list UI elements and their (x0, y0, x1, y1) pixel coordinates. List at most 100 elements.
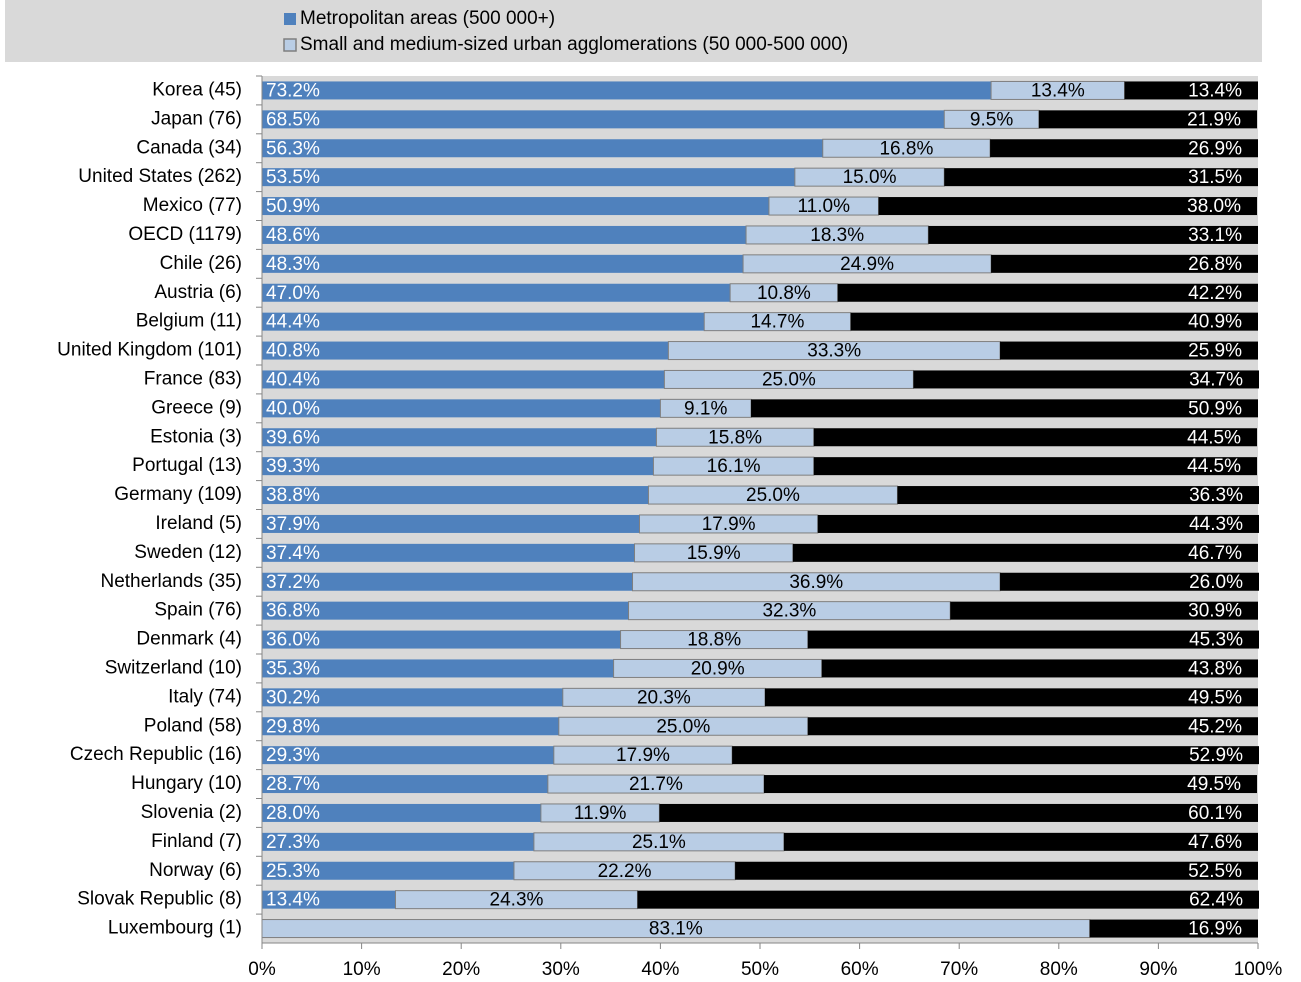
y-tick-label: Poland (58) (144, 715, 242, 736)
bar-segment (262, 659, 614, 678)
y-tick-label: Italy (74) (168, 686, 242, 707)
data-label: 37.9% (266, 514, 320, 535)
y-tick-label: Spain (76) (154, 600, 242, 621)
bar-segment (792, 543, 1258, 562)
y-tick-label: Luxembourg (1) (108, 918, 242, 939)
y-tick-label: Mexico (77) (143, 195, 242, 216)
data-label: 16.9% (1188, 919, 1242, 940)
data-label: 16.8% (879, 138, 933, 159)
data-label: 40.8% (266, 341, 320, 362)
bar-segment (262, 457, 654, 476)
bar-segment (821, 659, 1258, 678)
bar-segment (262, 486, 649, 505)
data-label: 34.7% (1189, 369, 1243, 390)
x-tick-label: 40% (641, 959, 679, 980)
bar-segment (262, 601, 629, 620)
data-label: 18.3% (810, 225, 864, 246)
bar-segment (262, 283, 731, 302)
legend-label: Small and medium-sized urban agglomerati… (300, 34, 848, 55)
data-label: 44.4% (266, 312, 320, 333)
data-label: 45.2% (1188, 716, 1242, 737)
data-label: 48.6% (266, 225, 320, 246)
data-label: 83.1% (649, 919, 703, 940)
bar-segment (807, 630, 1259, 649)
data-label: 30.9% (1188, 601, 1242, 622)
y-tick-label: Belgium (11) (136, 311, 242, 332)
data-label: 15.0% (843, 167, 897, 188)
bar-segment (262, 832, 534, 851)
y-tick-label: Switzerland (10) (105, 657, 242, 678)
bar-segment (262, 746, 554, 765)
y-tick-label: Netherlands (35) (100, 571, 242, 592)
bar-segment (262, 197, 769, 216)
legend-label: Metropolitan areas (500 000+) (300, 8, 555, 29)
data-label: 14.7% (750, 312, 804, 333)
bar-segment (262, 543, 635, 562)
bar-segment (262, 81, 992, 100)
data-label: 32.3% (762, 601, 816, 622)
data-label: 44.3% (1189, 514, 1243, 535)
x-tick-label: 50% (741, 959, 779, 980)
x-tick-label: 20% (442, 959, 480, 980)
data-label: 31.5% (1188, 167, 1242, 188)
data-label: 43.8% (1188, 658, 1242, 679)
y-tick-label: Slovenia (2) (141, 802, 242, 823)
data-label: 42.2% (1188, 283, 1242, 304)
bar-segment (262, 254, 744, 273)
data-label: 29.8% (266, 716, 320, 737)
data-label: 60.1% (1188, 803, 1242, 824)
data-label: 22.2% (598, 861, 652, 882)
bar-segment (913, 370, 1259, 389)
y-tick-label: Slovak Republic (8) (77, 889, 242, 910)
data-label: 46.7% (1188, 543, 1242, 564)
data-label: 20.3% (637, 687, 691, 708)
data-label: 44.5% (1187, 456, 1241, 477)
x-tick-label: 60% (841, 959, 879, 980)
data-label: 47.6% (1188, 832, 1242, 853)
data-label: 26.8% (1188, 254, 1242, 275)
x-tick-label: 70% (940, 959, 978, 980)
data-label: 11.0% (798, 196, 851, 217)
data-label: 25.0% (656, 716, 710, 737)
data-label: 36.9% (789, 572, 843, 593)
bar-segment (637, 890, 1259, 909)
bar-segment (262, 225, 747, 244)
y-tick-label: Korea (45) (152, 79, 242, 100)
data-label: 15.9% (687, 543, 741, 564)
data-label: 36.0% (266, 630, 320, 651)
data-label: 36.8% (266, 601, 320, 622)
data-label: 20.9% (691, 658, 745, 679)
data-label: 52.5% (1188, 861, 1242, 882)
data-label: 39.6% (266, 427, 320, 448)
y-tick-label: Germany (109) (114, 484, 242, 505)
data-label: 40.0% (266, 398, 320, 419)
y-tick-label: United States (262) (78, 166, 242, 187)
bar-segment (751, 399, 1258, 418)
data-label: 73.2% (266, 80, 320, 101)
bar-segment (262, 630, 621, 649)
bar-segment (807, 717, 1258, 736)
data-label: 9.1% (684, 398, 727, 419)
data-label: 49.5% (1187, 774, 1241, 795)
y-tick-label: France (83) (144, 368, 242, 389)
data-label: 26.9% (1188, 138, 1242, 159)
bar-segment (262, 139, 823, 158)
data-label: 30.2% (266, 687, 320, 708)
legend-swatch (283, 38, 297, 52)
data-label: 15.8% (708, 427, 762, 448)
y-tick-label: Austria (6) (154, 282, 242, 303)
bar-segment (928, 225, 1258, 244)
data-label: 36.3% (1189, 485, 1243, 506)
legend-box (5, 0, 1262, 62)
bar-segment (950, 601, 1258, 620)
y-tick-label: Ireland (5) (155, 513, 242, 534)
data-label: 25.0% (746, 485, 800, 506)
bar-segment (763, 775, 1258, 794)
bar-segment (262, 803, 541, 822)
data-label: 11.9% (574, 803, 627, 824)
y-tick-label: Finland (7) (151, 831, 242, 852)
bar-segment (813, 457, 1258, 476)
bar-segment (732, 746, 1259, 765)
bar-segment (262, 341, 669, 360)
x-tick-label: 80% (1040, 959, 1078, 980)
